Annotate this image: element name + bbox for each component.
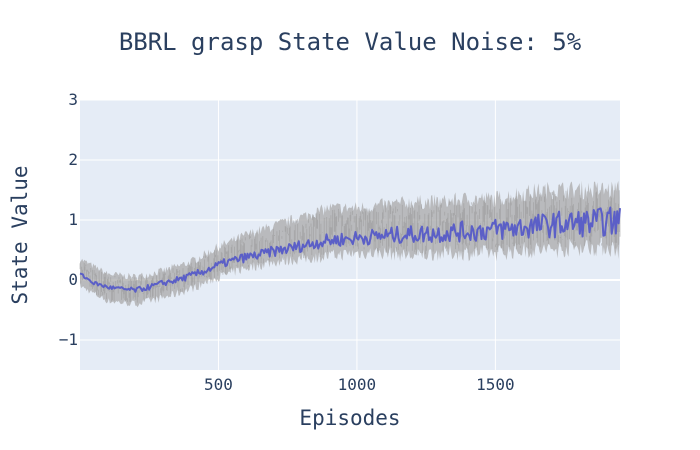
line-layer (79, 206, 621, 293)
mean-line (79, 206, 621, 293)
y-tick-label: 3 (68, 90, 78, 109)
chart-title: BBRL grasp State Value Noise: 5% (119, 28, 582, 56)
y-tick-label: 2 (68, 150, 78, 169)
x-tick-label: 1500 (476, 375, 515, 394)
x-tick-labels: 500 1000 1500 (204, 375, 515, 394)
y-tick-labels: −1 0 1 2 3 (59, 90, 78, 349)
x-axis-title: Episodes (299, 406, 400, 430)
y-tick-label: 0 (68, 270, 78, 289)
y-tick-label: 1 (68, 210, 78, 229)
y-tick-label: −1 (59, 330, 78, 349)
x-tick-label: 500 (204, 375, 233, 394)
x-tick-label: 1000 (338, 375, 377, 394)
y-axis-title: State Value (8, 165, 32, 304)
